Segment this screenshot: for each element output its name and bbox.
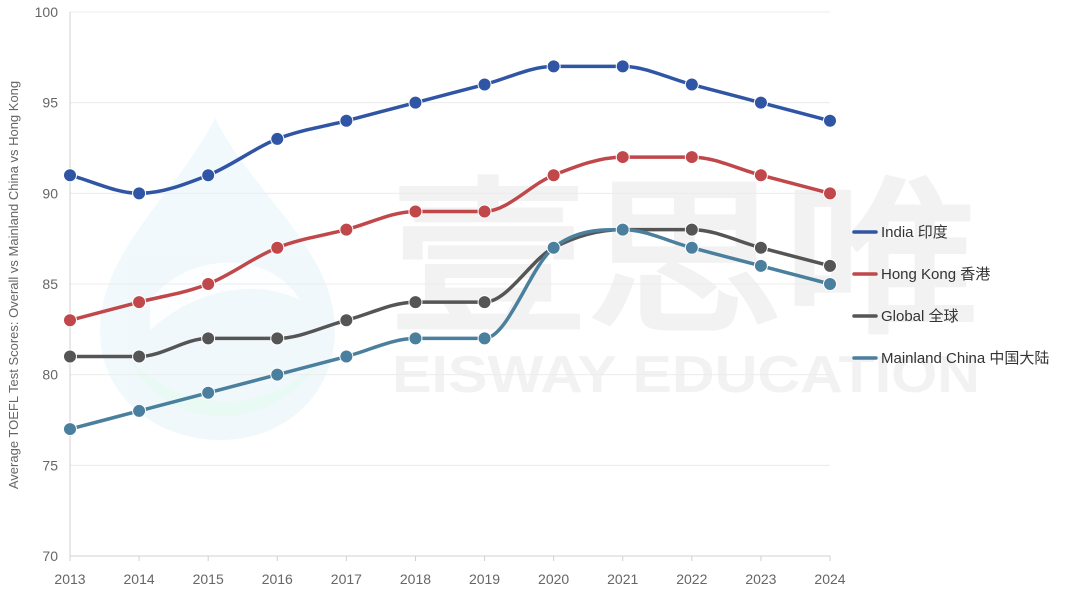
data-point[interactable] [408,331,423,346]
data-point[interactable] [477,204,492,219]
y-tick-label: 70 [42,548,58,564]
watermark-logo: 壹思唯 EISWAY EDUCATION [100,118,980,440]
legend-label[interactable]: Hong Kong 香港 [881,266,990,283]
data-point[interactable] [408,295,423,310]
x-tick-label: 2022 [676,571,707,587]
data-point[interactable] [201,331,216,346]
y-tick-label: 85 [42,276,58,292]
data-point[interactable] [753,240,768,255]
data-point[interactable] [753,258,768,273]
series [63,59,837,437]
data-point[interactable] [546,59,561,74]
x-tick-label: 2015 [193,571,224,587]
data-point[interactable] [408,95,423,110]
x-tick-label: 2016 [262,571,293,587]
data-point[interactable] [753,95,768,110]
series-group [63,59,837,201]
data-point[interactable] [615,150,630,165]
x-tick-label: 2014 [124,571,155,587]
data-point[interactable] [132,349,147,364]
data-point[interactable] [63,422,77,437]
data-point[interactable] [753,168,768,183]
x-tick-label: 2013 [54,571,85,587]
data-point[interactable] [63,168,77,183]
series-group [63,222,837,437]
data-point[interactable] [270,131,285,146]
data-point[interactable] [615,59,630,74]
data-point[interactable] [684,77,699,92]
data-point[interactable] [132,186,147,201]
grid [70,11,830,466]
data-point[interactable] [477,331,492,346]
y-tick-label: 80 [42,367,58,383]
watermark-chinese: 壹思唯 [390,166,980,354]
x-tick-label: 2024 [814,571,845,587]
y-tick-label: 75 [42,457,58,473]
data-point[interactable] [132,295,147,310]
x-tick-label: 2017 [331,571,362,587]
data-point[interactable] [477,295,492,310]
x-tick-label: 2023 [745,571,776,587]
axes: 70 75 80 85 90 95 100 2013 2014 2015 2016 2017 2018 2… [35,4,846,587]
y-tick-label: 100 [35,4,59,20]
x-tick-label: 2018 [400,571,431,587]
y-axis-title: Average TOEFL Test Scores: Overall vs Ma… [6,81,21,489]
y-tick-label: 95 [42,95,58,111]
legend-label[interactable]: Mainland China 中国大陆 [881,350,1049,367]
legend: India 印度 Hong Kong 香港 Global 全球 Mainland Ch… [852,224,1049,367]
data-point[interactable] [201,168,216,183]
legend-label[interactable]: India 印度 [881,224,948,241]
data-point[interactable] [546,168,561,183]
data-point[interactable] [339,349,354,364]
data-point[interactable] [63,349,77,364]
data-point[interactable] [546,240,561,255]
data-point[interactable] [684,222,699,237]
data-point[interactable] [339,222,354,237]
data-point[interactable] [477,77,492,92]
y-tick-label: 90 [42,185,58,201]
data-point[interactable] [270,331,285,346]
x-tick-label: 2019 [469,571,500,587]
legend-label[interactable]: Global 全球 [881,307,959,325]
data-point[interactable] [201,385,216,400]
data-point[interactable] [339,113,354,128]
data-point[interactable] [823,186,837,201]
data-point[interactable] [408,204,423,219]
data-point[interactable] [823,113,837,128]
series-group [63,150,837,328]
data-point[interactable] [823,258,837,273]
series-group [63,222,837,364]
data-point[interactable] [684,240,699,255]
data-point[interactable] [339,313,354,328]
data-point[interactable] [132,403,147,418]
data-point[interactable] [684,150,699,165]
data-point[interactable] [615,222,630,237]
data-point[interactable] [63,313,77,328]
data-point[interactable] [270,240,285,255]
data-point[interactable] [201,277,216,291]
x-tick-label: 2020 [538,571,569,587]
data-point[interactable] [270,367,285,382]
x-tick-label: 2021 [607,571,638,587]
data-point[interactable] [823,277,837,291]
